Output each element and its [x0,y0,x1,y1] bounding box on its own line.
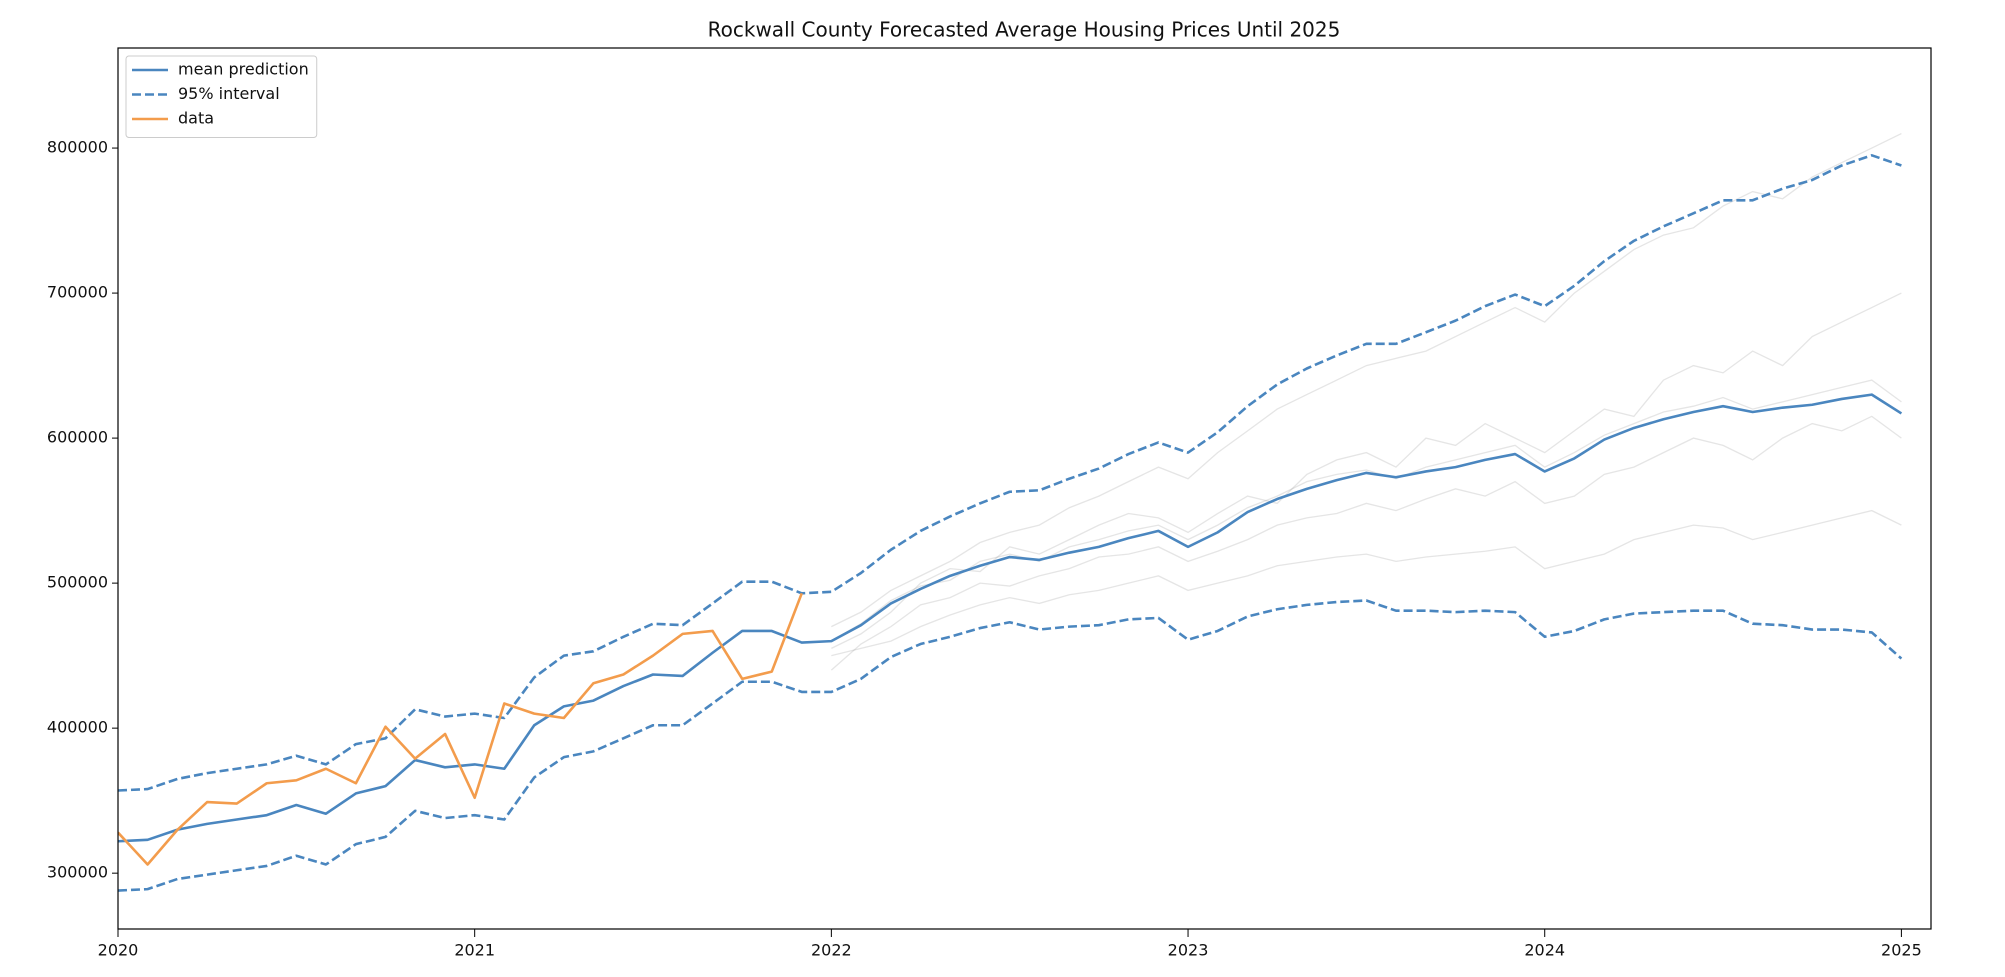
x-tick-label: 2020 [98,941,139,960]
legend-label: 95% interval [178,84,280,103]
legend-label: mean prediction [178,60,309,79]
plot-frame [117,47,1932,930]
x-tick-label: 2022 [811,941,852,960]
legend-box [125,55,318,138]
series-line [118,599,1903,892]
sample-line [830,415,1902,671]
legend-label: data [178,109,214,128]
y-tick-label: 400000 [47,718,108,737]
x-tick-label: 2023 [1168,941,1209,960]
plot-lines [118,132,1903,892]
sample-line [831,509,1902,657]
sample-line [831,379,1902,642]
series-line [118,592,803,866]
series-line [118,154,1902,792]
legend: mean prediction 95% interval data [125,55,318,138]
x-tick-label: 2021 [454,941,495,960]
y-tick-label: 500000 [47,573,108,592]
y-tick-label: 300000 [47,863,108,882]
y-tick-label: 600000 [47,428,108,447]
x-tick-label: 2025 [1881,941,1922,960]
y-tick-label: 700000 [47,283,108,302]
series-line [118,393,1903,843]
x-tick-label: 2024 [1524,941,1565,960]
sample-line [831,132,1902,628]
chart-title: Rockwall County Forecasted Average Housi… [708,18,1341,42]
y-tick-label: 800000 [47,138,108,157]
sample-line [831,292,1902,649]
